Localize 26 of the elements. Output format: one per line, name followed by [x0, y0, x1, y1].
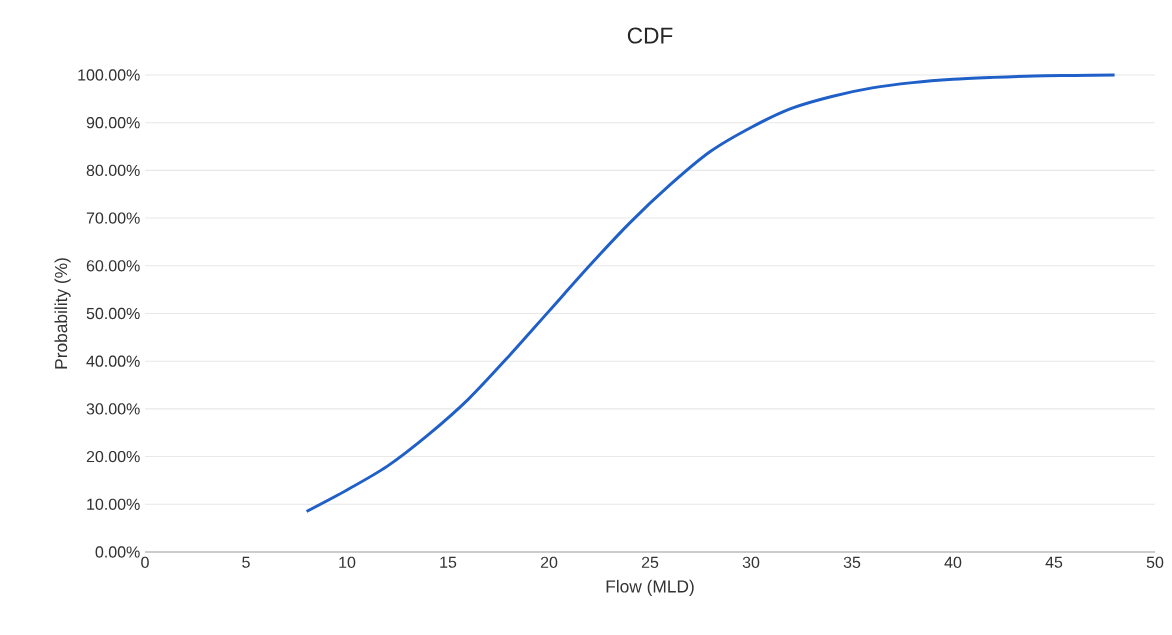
x-tick-label: 5 — [242, 556, 250, 568]
line-series — [305, 73, 1117, 513]
y-tick-label: 90.00% — [86, 117, 140, 129]
x-tick-label: 45 — [1045, 556, 1063, 568]
y-tick-label: 80.00% — [86, 164, 140, 177]
y-tick-label: 10.00% — [87, 498, 140, 510]
y-tick-label: 30.00% — [86, 403, 140, 415]
y-tick-label: 70.00% — [86, 212, 140, 224]
x-tick-label: 40 — [944, 556, 962, 569]
x-tick-label: 15 — [440, 556, 457, 568]
x-tick-label: 10 — [339, 556, 356, 569]
y-tick-label: 60.00% — [86, 260, 140, 272]
y-tick-label: 20.00% — [86, 450, 140, 463]
x-tick-label: 25 — [641, 556, 659, 569]
x-axis-title: Flow (MLD) — [606, 579, 694, 596]
x-tick-label: 30 — [742, 556, 760, 569]
chart-title: CDF — [627, 27, 673, 44]
x-tick-label: 20 — [540, 556, 558, 569]
y-axis-title: Probability (%) — [54, 258, 71, 369]
y-tick-label: 50.00% — [86, 307, 140, 320]
y-tick-label: 0.00% — [95, 546, 140, 558]
x-tick-label: 50 — [1146, 556, 1164, 569]
x-tick-label: 0 — [141, 556, 149, 569]
y-tick-label: 40.00% — [86, 355, 140, 367]
x-tick-label: 35 — [843, 556, 861, 569]
y-tick-label: 100.00% — [78, 69, 140, 81]
